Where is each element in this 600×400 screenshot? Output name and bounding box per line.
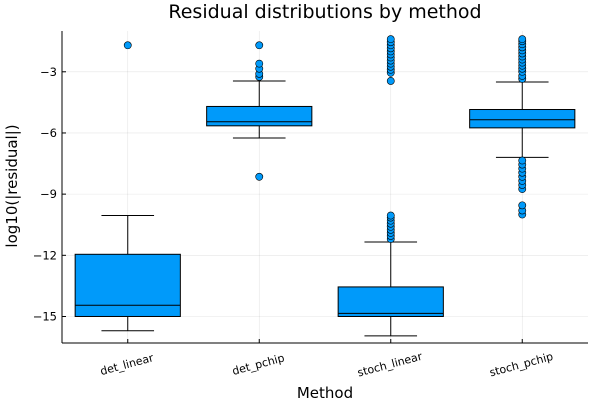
outlier-point xyxy=(123,41,132,50)
outlier-point xyxy=(518,35,527,44)
axes: −3 −6 −9 −12 −15 det_linear det_pchip stoch_lin… xyxy=(33,31,588,379)
box-iqr xyxy=(469,109,576,129)
x-tick-label: stoch_linear xyxy=(356,350,424,380)
outlier-point xyxy=(255,41,264,50)
outlier-point xyxy=(386,77,395,85)
x-tick-label: stoch_pchip xyxy=(488,350,554,379)
box-det_linear xyxy=(74,41,181,332)
outlier-point xyxy=(255,172,264,181)
plot-area xyxy=(74,35,576,337)
box-stoch_linear xyxy=(337,35,444,337)
y-tick-label: −12 xyxy=(33,248,57,262)
box-iqr xyxy=(337,286,444,317)
outlier-point xyxy=(255,59,264,68)
box-iqr xyxy=(206,105,313,127)
box-det_pchip xyxy=(206,41,313,181)
y-tick-label: −15 xyxy=(33,309,57,323)
y-tick-label: −6 xyxy=(40,126,57,140)
y-tick-label: −9 xyxy=(40,187,57,201)
outlier-point xyxy=(386,35,395,44)
outlier-point xyxy=(518,201,527,210)
y-tick-label: −3 xyxy=(40,65,57,79)
x-axis-label: Method xyxy=(297,384,353,400)
chart-title: Residual distributions by method xyxy=(168,1,481,23)
outlier-point xyxy=(386,211,395,220)
outlier-point xyxy=(518,156,527,165)
y-axis-label: log10(|residual|) xyxy=(3,124,21,247)
x-tick-label: det_pchip xyxy=(231,351,286,377)
box-iqr xyxy=(74,253,181,317)
x-tick-label: det_linear xyxy=(99,351,156,378)
box-stoch_pchip xyxy=(469,35,576,219)
